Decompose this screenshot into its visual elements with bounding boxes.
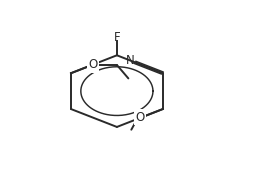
Text: N: N — [126, 54, 135, 67]
Text: O: O — [135, 111, 145, 124]
Text: F: F — [114, 31, 120, 44]
Text: O: O — [89, 58, 98, 71]
